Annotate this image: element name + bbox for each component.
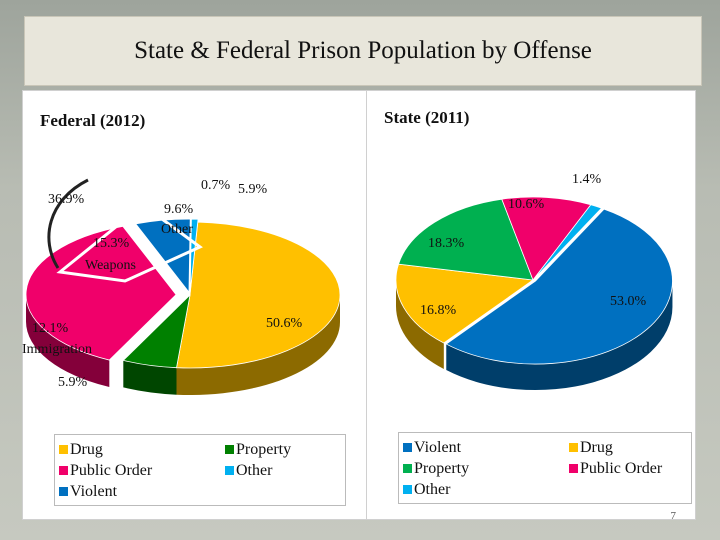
federal-legend-item-property: Property [225, 439, 291, 460]
federal-label-immigration-name: Immigration [22, 342, 92, 357]
state-legend-label-property: Property [414, 460, 470, 477]
federal-label-weapons-name: Weapons [85, 258, 136, 273]
state-label-public-order: 10.6% [508, 197, 545, 212]
federal-label-property: 5.9% [58, 375, 88, 390]
state-legend-item-violent: Violent [403, 437, 469, 458]
federal-label-immigration-value: 12.1% [32, 321, 69, 336]
federal-legend-swatch-other [225, 466, 234, 475]
federal-label-drug: 50.6% [266, 316, 303, 331]
title-band: State & Federal Prison Population by Off… [24, 16, 702, 86]
state-legend-swatch-drug [569, 443, 578, 452]
state-legend-swatch-property [403, 464, 412, 473]
federal-slice-other [189, 218, 199, 293]
federal-side-drug [176, 295, 340, 395]
state-legend-item-other: Other [403, 479, 469, 500]
federal-legend-label-other: Other [236, 462, 273, 479]
state-legend-label-violent: Violent [414, 439, 462, 456]
federal-label-violent: 5.9% [238, 182, 268, 197]
federal-legend-item-other: Other [225, 460, 291, 481]
federal-bracket [47, 178, 89, 269]
state-legend-label-drug: Drug [580, 439, 613, 456]
page-number: 7 [670, 510, 677, 522]
state-side-violent [446, 281, 673, 391]
federal-chart-title: Federal (2012) [40, 111, 145, 130]
state-label-violent: 53.0% [610, 294, 647, 309]
federal-label-other-breakdown-value: 9.6% [164, 202, 194, 217]
state-label-property: 18.3% [428, 236, 465, 251]
federal-breakdown-divider [56, 203, 203, 283]
state-label-drug: 16.8% [420, 303, 457, 318]
federal-slice-public-order [25, 225, 177, 361]
federal-side-public-order [26, 294, 110, 388]
federal-legend-label-violent: Violent [70, 483, 118, 500]
federal-label-public-order: 36.9% [48, 192, 85, 207]
federal-label-other: 0.7% [201, 178, 231, 193]
federal-legend-swatch-public-order [59, 466, 68, 475]
federal-side-property [123, 360, 177, 395]
state-side-drug [396, 280, 444, 370]
federal-legend-swatch-violent [59, 487, 68, 496]
state-legend: Violent Property Other Drug Public Order [398, 432, 692, 504]
state-legend-item-drug: Drug [569, 437, 662, 458]
state-legend-swatch-violent [403, 443, 412, 452]
federal-legend-label-drug: Drug [70, 441, 103, 458]
federal-slice-property [122, 293, 191, 369]
federal-pie [25, 178, 341, 395]
state-slice-public-order [501, 196, 592, 281]
federal-legend: Drug Public Order Violent Property Other [54, 434, 346, 506]
state-data-labels: 1.4% 10.6% 18.3% 16.8% 53.0% [420, 172, 647, 318]
federal-label-other-breakdown-name: Other [161, 222, 193, 237]
state-legend-swatch-other [403, 485, 412, 494]
state-slice-other [532, 204, 603, 281]
state-legend-item-property: Property [403, 458, 469, 479]
federal-legend-column: Property Other [225, 439, 291, 481]
federal-legend-label-public-order: Public Order [70, 462, 153, 479]
state-label-other: 1.4% [572, 172, 602, 187]
federal-legend-item-public-order: Public Order [59, 460, 152, 481]
state-slice-violent [445, 208, 673, 365]
federal-legend-item-violent: Violent [59, 481, 152, 502]
federal-legend-swatch-drug [59, 445, 68, 454]
state-slice-property [397, 198, 534, 281]
federal-legend-label-property: Property [236, 441, 292, 458]
state-legend-item-public-order: Public Order [569, 458, 662, 479]
slide-title: State & Federal Prison Population by Off… [134, 37, 592, 64]
state-pie [395, 196, 673, 391]
federal-legend-swatch-property [225, 445, 234, 454]
federal-legend-column: Drug Public Order Violent [59, 439, 152, 502]
state-legend-label-public-order: Public Order [580, 460, 663, 477]
state-slice-drug [395, 263, 535, 344]
state-chart-title: State (2011) [384, 108, 469, 127]
state-legend-label-other: Other [414, 481, 451, 498]
state-legend-swatch-public-order [569, 464, 578, 473]
state-legend-column: Violent Property Other [403, 437, 469, 500]
federal-legend-item-drug: Drug [59, 439, 152, 460]
federal-label-weapons-value: 15.3% [93, 236, 130, 251]
federal-slice-drug [176, 221, 341, 369]
state-legend-column: Drug Public Order [569, 437, 662, 479]
federal-data-labels: 36.9% 0.7% 5.9% 50.6% 5.9% 15.3% Weapons 9.6% Ot… [22, 178, 303, 390]
